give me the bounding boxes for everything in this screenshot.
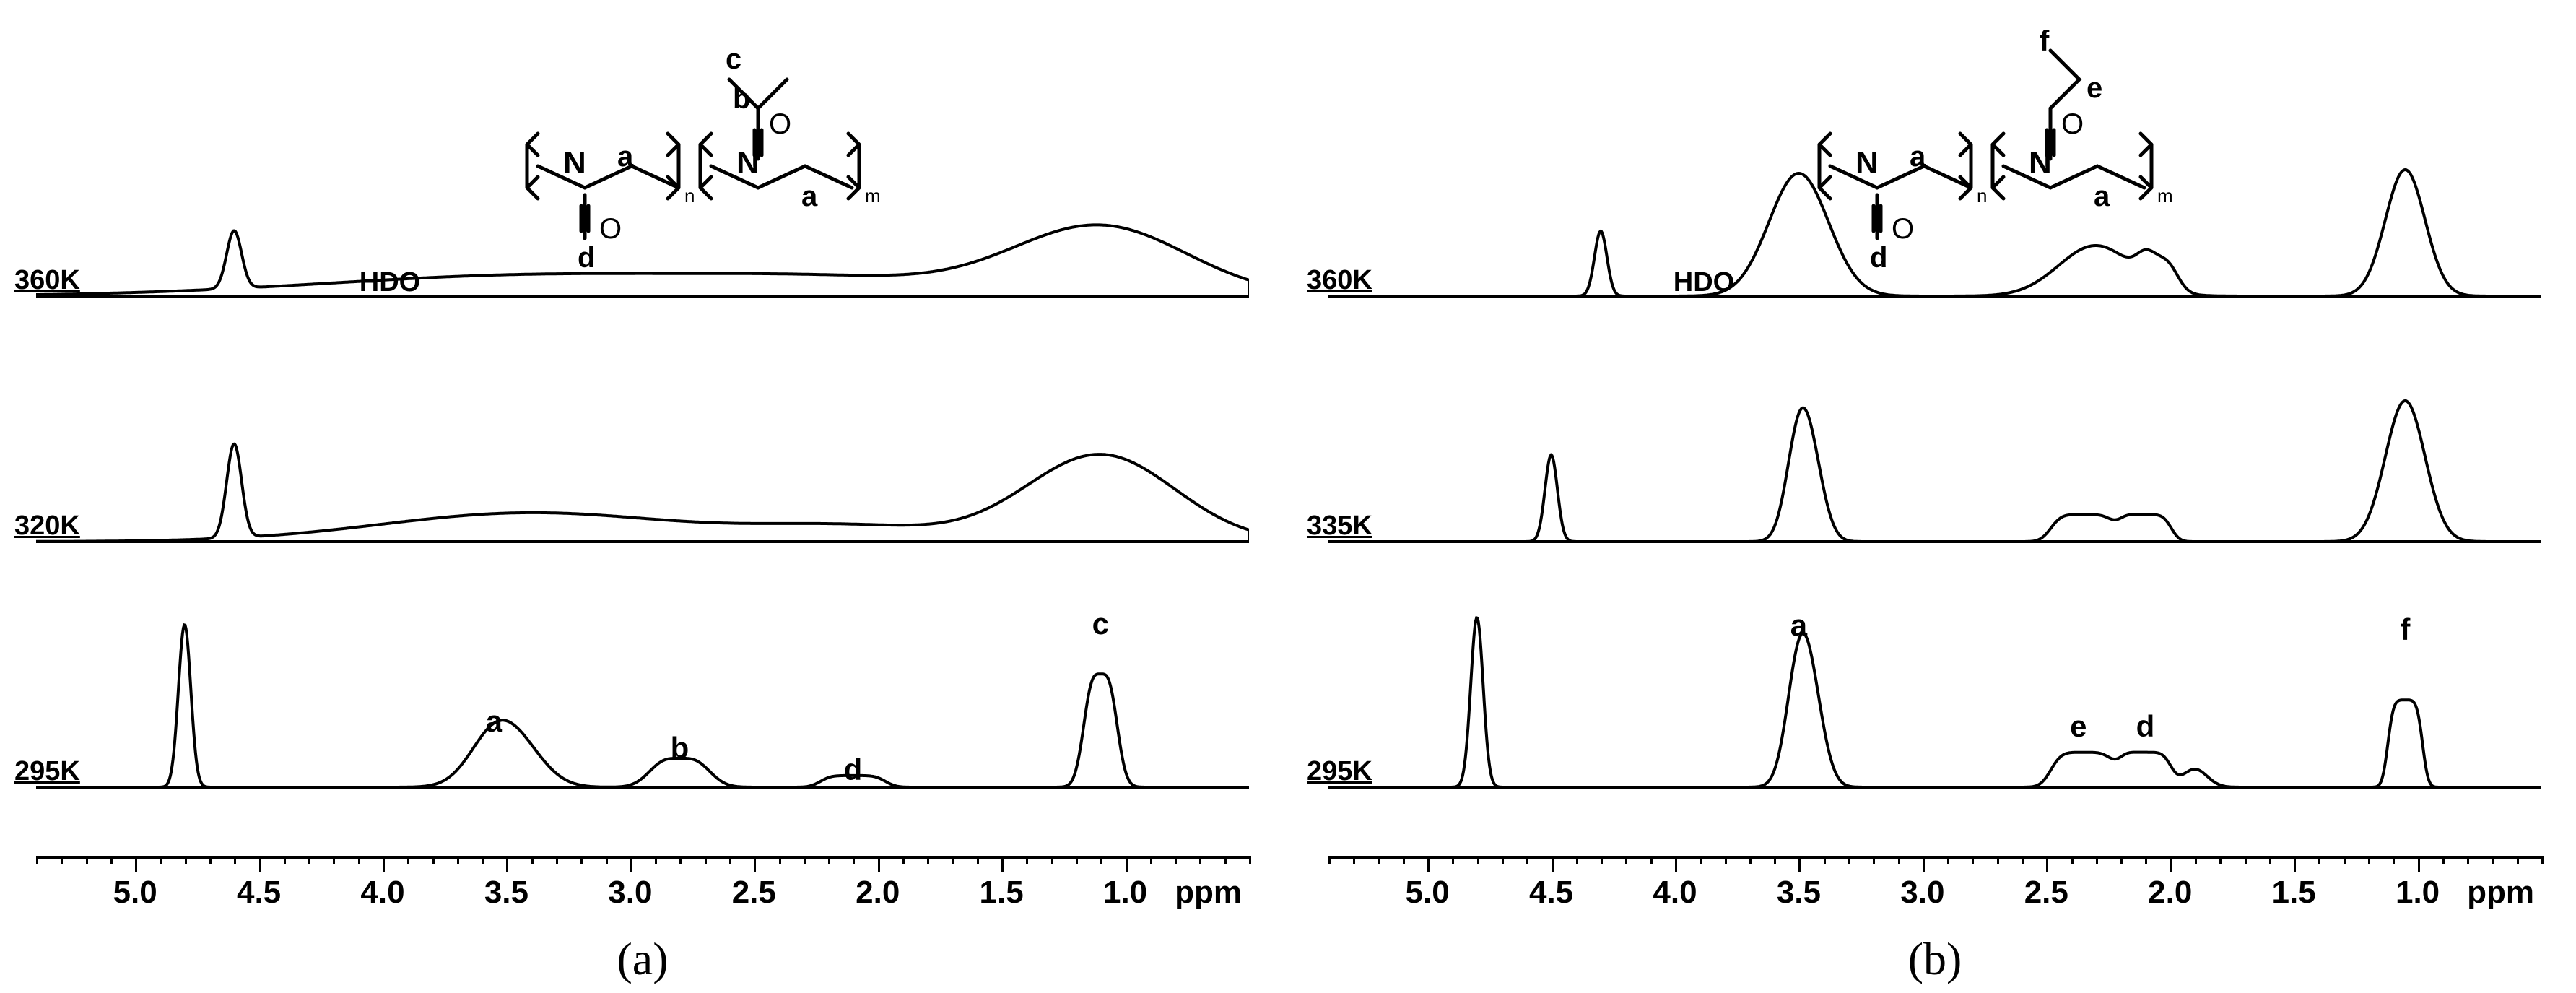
spectrum-row: 320K (36, 339, 1249, 571)
peak-annotation: a (1790, 608, 1807, 643)
tick-label: 2.5 (732, 875, 776, 911)
tick-label: 4.5 (1529, 875, 1573, 911)
temperature-label: 360K (14, 265, 80, 296)
tick-label: 4.0 (1653, 875, 1697, 911)
tick-label: 3.0 (1900, 875, 1944, 911)
caption-b: (b) (1908, 932, 1962, 986)
temperature-label: 320K (14, 511, 80, 542)
tick-label: 4.5 (237, 875, 281, 911)
temperature-label: 295K (1307, 756, 1372, 787)
peak-annotation: e (2070, 709, 2087, 744)
axis-unit-b: ppm (2467, 875, 2534, 911)
spectrum-row: 335K (1328, 339, 2541, 571)
temperature-label: 360K (1307, 265, 1372, 296)
tick-label: 5.0 (113, 875, 157, 911)
tick-label: 3.5 (1777, 875, 1821, 911)
tick-label: 2.0 (2148, 875, 2192, 911)
peak-annotation: c (1092, 607, 1109, 641)
spectrum-row: 360K (1328, 94, 2541, 325)
peak-annotation: a (486, 704, 502, 739)
x-axis-a: 5.0 4.5 4.0 3.5 3.0 2.5 2.0 1.5 1.0 ppm (36, 856, 1249, 914)
atom-label-f: f (2040, 25, 2049, 58)
peak-annotation: b (671, 731, 689, 766)
tick-label: 2.5 (2024, 875, 2068, 911)
spectrum-row: 295Kabdc (36, 585, 1249, 816)
peak-annotation: f (2400, 612, 2410, 647)
tick-label: 3.0 (608, 875, 652, 911)
tick-label: 3.5 (484, 875, 528, 911)
tick-label: 1.5 (2272, 875, 2316, 911)
atom-label-c: c (726, 43, 741, 76)
panel-a: N O n N O m a (7, 0, 1278, 993)
x-axis-b: 5.0 4.5 4.0 3.5 3.0 2.5 2.0 1.5 1.0 ppm (1328, 856, 2541, 914)
peak-annotation: d (844, 753, 863, 787)
tick-label: 2.0 (856, 875, 900, 911)
caption-a: (a) (617, 932, 668, 986)
tick-label: 1.0 (1103, 875, 1147, 911)
tick-label: 5.0 (1406, 875, 1450, 911)
temperature-label: 335K (1307, 511, 1372, 542)
axis-unit-a: ppm (1175, 875, 1242, 911)
peak-annotation: d (2136, 709, 2155, 744)
spectrum-row: 295Kaedf (1328, 585, 2541, 816)
tick-label: 1.0 (2396, 875, 2440, 911)
panel-b: N O n N O m a a e f d HDO 360 (1300, 0, 2570, 993)
tick-label: 4.0 (360, 875, 404, 911)
spectrum-row: 360K (36, 94, 1249, 325)
tick-label: 1.5 (980, 875, 1024, 911)
temperature-label: 295K (14, 756, 80, 787)
